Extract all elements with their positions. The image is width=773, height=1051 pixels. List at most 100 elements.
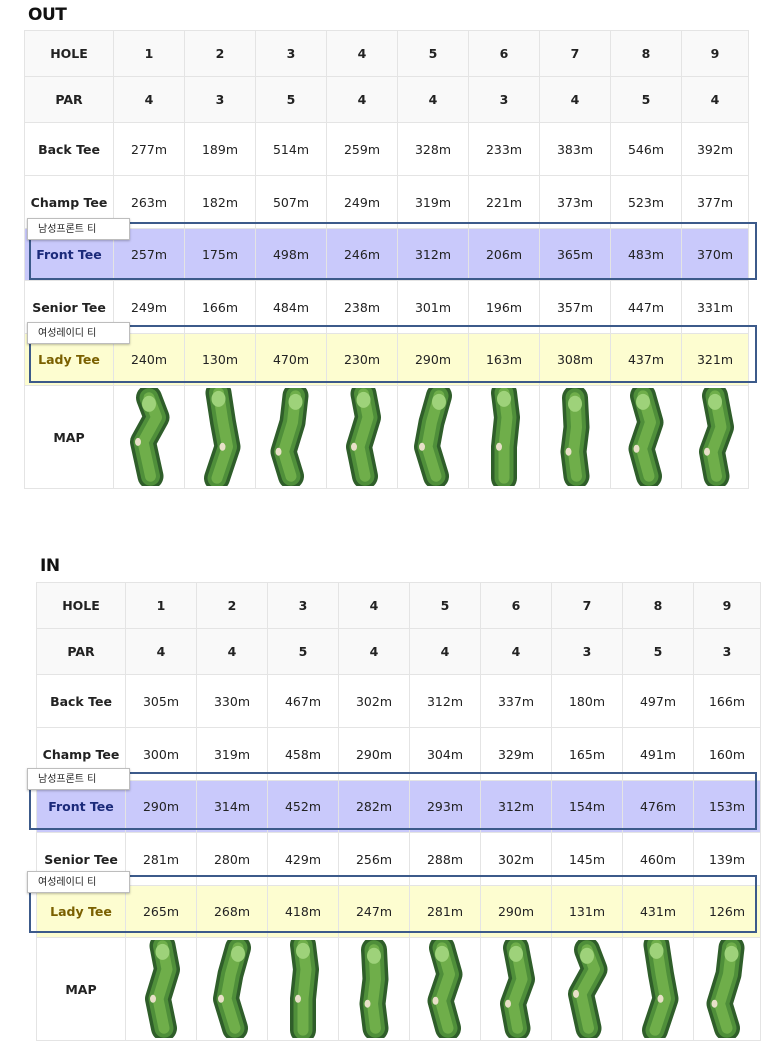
par-value: 4: [480, 628, 552, 675]
in-par-row: PAR 4 4 5 4 4 4 3 5 3: [36, 628, 761, 675]
hole-14-map-icon: [427, 940, 463, 1038]
par-value: 3: [551, 628, 623, 675]
hole-number: 6: [468, 30, 540, 77]
distance-value: 301m: [397, 280, 469, 334]
distance-value: 337m: [480, 674, 552, 728]
in-map-row: MAP: [36, 937, 761, 1041]
hole-number: 2: [184, 30, 256, 77]
out-lady-tee-tag: 여성레이디 티: [27, 322, 130, 344]
distance-value: 470m: [255, 333, 327, 386]
in-champ-tee-row: Champ Tee 300m 319m 458m 290m 304m 329m 165m 491…: [36, 727, 761, 781]
hole-number: 5: [397, 30, 469, 77]
map-cell: [397, 385, 469, 489]
distance-value: 546m: [610, 122, 682, 176]
row-label: HOLE: [24, 30, 114, 77]
distance-value: 476m: [622, 780, 694, 833]
distance-value: 331m: [681, 280, 749, 334]
distance-value: 154m: [551, 780, 623, 833]
distance-value: 182m: [184, 175, 256, 229]
hole-16-map-icon: [568, 940, 608, 1038]
distance-value: 319m: [397, 175, 469, 229]
out-back-tee-row: Back Tee 277m 189m 514m 259m 328m 233m 383m 546m…: [24, 122, 749, 176]
map-cell: [125, 937, 197, 1041]
distance-value: 281m: [409, 885, 481, 938]
hole-12-map-icon: [290, 940, 319, 1038]
distance-value: 233m: [468, 122, 540, 176]
hole-3-map-icon: [270, 388, 309, 486]
distance-value: 290m: [338, 727, 410, 781]
distance-value: 483m: [610, 228, 682, 281]
in-scorecard-table: HOLE 1 2 3 4 5 6 7 8 9 PAR 4 4 5 4 4 4 3 5 3 Back Tee 305m 330…: [36, 582, 761, 1041]
in-section-title: IN: [40, 556, 60, 576]
out-map-row: MAP: [24, 385, 749, 489]
distance-value: 429m: [267, 832, 339, 886]
row-label: Back Tee: [36, 674, 126, 728]
distance-value: 377m: [681, 175, 749, 229]
par-value: 4: [113, 76, 185, 123]
map-cell: [267, 937, 339, 1041]
in-back-tee-row: Back Tee 305m 330m 467m 302m 312m 337m 180m 497m…: [36, 674, 761, 728]
distance-value: 507m: [255, 175, 327, 229]
map-cell: [610, 385, 682, 489]
out-front-tee-row: Front Tee 257m 175m 498m 246m 312m 206m 365m 483…: [24, 228, 749, 281]
distance-value: 452m: [267, 780, 339, 833]
par-value: 3: [468, 76, 540, 123]
hole-number: 4: [326, 30, 398, 77]
in-lady-tee-row: Lady Tee 265m 268m 418m 247m 281m 290m 131m 431m…: [36, 885, 761, 938]
distance-value: 166m: [184, 280, 256, 334]
hole-2-map-icon: [204, 388, 241, 486]
row-label: PAR: [36, 628, 126, 675]
distance-value: 329m: [480, 727, 552, 781]
distance-value: 259m: [326, 122, 398, 176]
distance-value: 288m: [409, 832, 481, 886]
distance-value: 319m: [196, 727, 268, 781]
in-front-tee-row: Front Tee 290m 314m 452m 282m 293m 312m 154m 476…: [36, 780, 761, 833]
map-cell: [480, 937, 552, 1041]
out-section-title: OUT: [28, 5, 67, 25]
map-cell: [338, 937, 410, 1041]
out-senior-tee-row: Senior Tee 249m 166m 484m 238m 301m 196m 357m 44…: [24, 280, 749, 334]
distance-value: 484m: [255, 280, 327, 334]
hole-7-map-icon: [560, 388, 590, 486]
hole-17-map-icon: [642, 940, 679, 1038]
map-cell: [326, 385, 398, 489]
hole-number: 3: [267, 582, 339, 629]
distance-value: 160m: [693, 727, 761, 781]
in-front-tee-tag: 남성프론트 티: [27, 768, 130, 790]
distance-value: 365m: [539, 228, 611, 281]
distance-value: 447m: [610, 280, 682, 334]
hole-number: 1: [113, 30, 185, 77]
hole-4-map-icon: [346, 388, 381, 486]
out-hole-row: HOLE 1 2 3 4 5 6 7 8 9: [24, 30, 749, 77]
distance-value: 221m: [468, 175, 540, 229]
distance-value: 246m: [326, 228, 398, 281]
par-value: 4: [681, 76, 749, 123]
in-lady-tee-tag: 여성레이디 티: [27, 871, 130, 893]
hole-13-map-icon: [359, 940, 389, 1038]
hole-number: 7: [539, 30, 611, 77]
par-value: 5: [267, 628, 339, 675]
out-front-tee-tag: 남성프론트 티: [27, 218, 130, 240]
distance-value: 180m: [551, 674, 623, 728]
distance-value: 437m: [610, 333, 682, 386]
out-champ-tee-row: Champ Tee 263m 182m 507m 249m 319m 221m 373m 523…: [24, 175, 749, 229]
par-value: 5: [255, 76, 327, 123]
distance-value: 491m: [622, 727, 694, 781]
distance-value: 166m: [693, 674, 761, 728]
in-hole-row: HOLE 1 2 3 4 5 6 7 8 9: [36, 582, 761, 629]
distance-value: 139m: [693, 832, 761, 886]
distance-value: 130m: [184, 333, 256, 386]
distance-value: 153m: [693, 780, 761, 833]
hole-8-map-icon: [628, 388, 664, 486]
distance-value: 189m: [184, 122, 256, 176]
distance-value: 290m: [480, 885, 552, 938]
map-cell: [693, 937, 761, 1041]
distance-value: 328m: [397, 122, 469, 176]
hole-number: 8: [610, 30, 682, 77]
hole-1-map-icon: [130, 388, 170, 486]
distance-value: 145m: [551, 832, 623, 886]
distance-value: 467m: [267, 674, 339, 728]
distance-value: 514m: [255, 122, 327, 176]
par-value: 4: [326, 76, 398, 123]
par-value: 3: [184, 76, 256, 123]
